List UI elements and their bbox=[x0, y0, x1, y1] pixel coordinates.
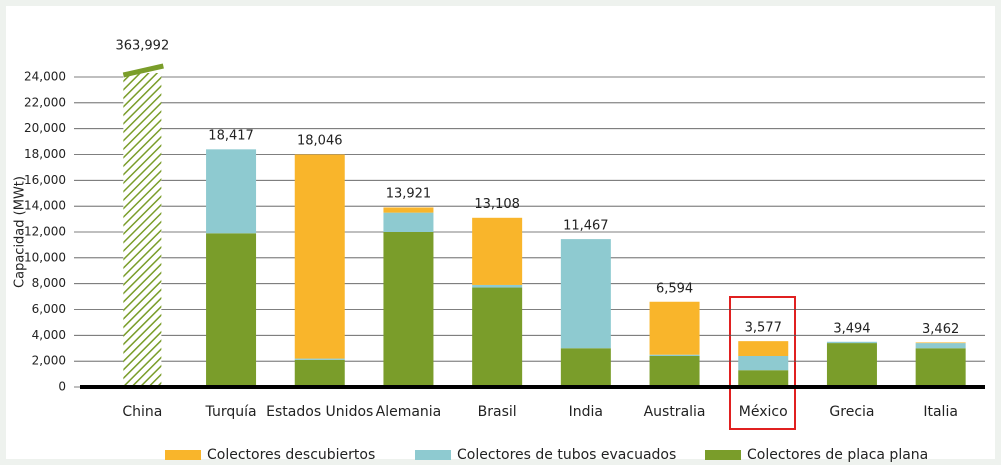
x-tick-label: Alemania bbox=[376, 404, 442, 420]
y-tick-label: 0 bbox=[58, 380, 66, 394]
bar-segment bbox=[294, 154, 345, 359]
total-label: 13,108 bbox=[474, 197, 520, 212]
x-tick-label: Brasil bbox=[478, 404, 517, 420]
bar-segment bbox=[649, 356, 700, 387]
legend-label: Colectores descubiertos bbox=[207, 447, 375, 463]
total-label: 18,046 bbox=[297, 133, 343, 148]
total-label: 3,462 bbox=[922, 322, 959, 337]
total-label: 3,494 bbox=[833, 321, 870, 336]
bar-segment bbox=[383, 212, 434, 232]
y-tick-label: 8,000 bbox=[32, 276, 66, 290]
bar-segment bbox=[826, 343, 877, 387]
legend-label: Colectores de placa plana bbox=[747, 447, 928, 463]
bar-segment bbox=[738, 356, 789, 371]
bar-segment bbox=[206, 149, 257, 234]
bar-segment bbox=[294, 359, 345, 387]
total-label: 13,921 bbox=[386, 187, 432, 202]
x-tick-label: Turquía bbox=[205, 404, 257, 420]
bar-segment bbox=[383, 207, 434, 213]
legend-swatch bbox=[415, 450, 451, 460]
x-tick-label: Australia bbox=[644, 404, 706, 420]
total-label: 6,594 bbox=[656, 281, 693, 296]
bar-segment bbox=[915, 348, 966, 387]
legend-label: Colectores de tubos evacuados bbox=[457, 447, 676, 463]
y-tick-label: 24,000 bbox=[24, 70, 66, 84]
legend-swatch bbox=[165, 450, 201, 460]
x-tick-label: Italia bbox=[923, 404, 958, 420]
bar-segment bbox=[826, 341, 877, 344]
y-tick-label: 16,000 bbox=[24, 173, 66, 187]
total-label: 11,467 bbox=[563, 218, 609, 233]
y-tick-label: 12,000 bbox=[24, 225, 66, 239]
bar-segment bbox=[738, 370, 789, 387]
y-tick-label: 4,000 bbox=[32, 328, 66, 342]
y-tick-label: 22,000 bbox=[24, 95, 66, 109]
bar-break bbox=[122, 63, 164, 78]
bar-segment bbox=[472, 284, 523, 288]
legend-swatch bbox=[705, 450, 741, 460]
bar-segment bbox=[560, 348, 611, 387]
bar-segment bbox=[294, 358, 345, 360]
total-label: 363,992 bbox=[115, 39, 169, 54]
bar-segment bbox=[560, 239, 611, 349]
bar-segment bbox=[472, 217, 523, 285]
y-axis-label: Capacidad (MWt) bbox=[13, 176, 28, 288]
bar-segment bbox=[649, 301, 700, 355]
y-tick-label: 20,000 bbox=[24, 121, 66, 135]
x-tick-label: México bbox=[739, 404, 788, 420]
bar-segment bbox=[915, 342, 966, 344]
y-tick-label: 10,000 bbox=[24, 250, 66, 264]
bar-segment bbox=[915, 343, 966, 349]
bar-segment bbox=[649, 354, 700, 356]
y-tick-label: 14,000 bbox=[24, 199, 66, 213]
x-tick-label: China bbox=[122, 404, 162, 420]
x-tick-label: India bbox=[569, 404, 603, 420]
total-label: 3,577 bbox=[745, 320, 782, 335]
y-tick-label: 6,000 bbox=[32, 302, 66, 316]
bar-segment bbox=[738, 341, 789, 356]
x-tick-label: Grecia bbox=[829, 404, 874, 420]
x-tick-label: Estados Unidos bbox=[266, 404, 373, 420]
bar-segment bbox=[206, 233, 257, 387]
bar-segment bbox=[383, 232, 434, 387]
total-label: 18,417 bbox=[208, 129, 254, 144]
highlight-box bbox=[729, 296, 796, 430]
bar-segment bbox=[472, 287, 523, 387]
y-tick-label: 2,000 bbox=[32, 354, 66, 368]
bar-truncated bbox=[123, 73, 162, 387]
y-tick-label: 18,000 bbox=[24, 147, 66, 161]
